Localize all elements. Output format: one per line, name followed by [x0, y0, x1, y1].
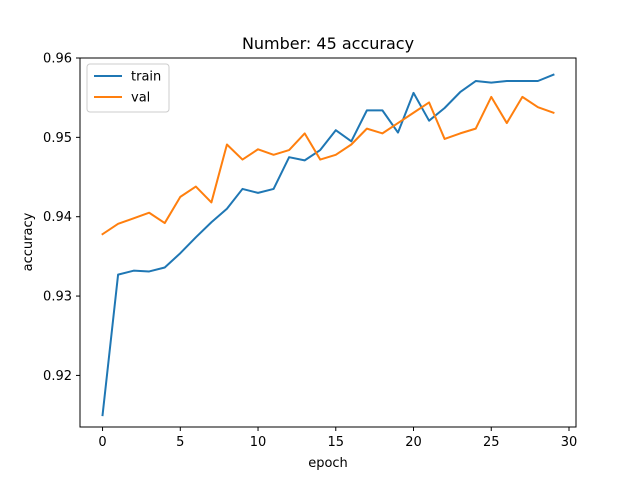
- chart-title: Number: 45 accuracy: [242, 34, 414, 53]
- x-tick-label: 10: [250, 435, 267, 450]
- x-tick-label: 25: [483, 435, 500, 450]
- y-axis-label: accuracy: [21, 212, 36, 271]
- x-tick-label: 5: [176, 435, 184, 450]
- series-line-train: [101, 73, 555, 417]
- y-axis-ticks: 0.92 0.93 0.94 0.95 0.96: [43, 52, 80, 384]
- y-tick-label: 0.92: [43, 369, 72, 384]
- y-tick-label: 0.96: [43, 52, 72, 67]
- y-tick-label: 0.95: [43, 131, 72, 146]
- x-axis-label: epoch: [308, 456, 348, 471]
- x-axis-ticks: 0 5 10 15 20 25 30: [98, 427, 577, 450]
- y-tick-label: 0.94: [43, 210, 72, 225]
- plot-lines: [101, 73, 555, 417]
- x-tick-label: 0: [98, 435, 106, 450]
- x-tick-label: 30: [561, 435, 578, 450]
- series-line-val: [101, 95, 555, 236]
- x-tick-label: 20: [405, 435, 422, 450]
- legend: train val: [86, 63, 170, 113]
- x-tick-label: 15: [328, 435, 345, 450]
- y-tick-label: 0.93: [43, 290, 72, 305]
- legend-label-train: train: [131, 70, 161, 85]
- legend-label-val: val: [131, 91, 150, 106]
- axes-frame: [79, 57, 577, 428]
